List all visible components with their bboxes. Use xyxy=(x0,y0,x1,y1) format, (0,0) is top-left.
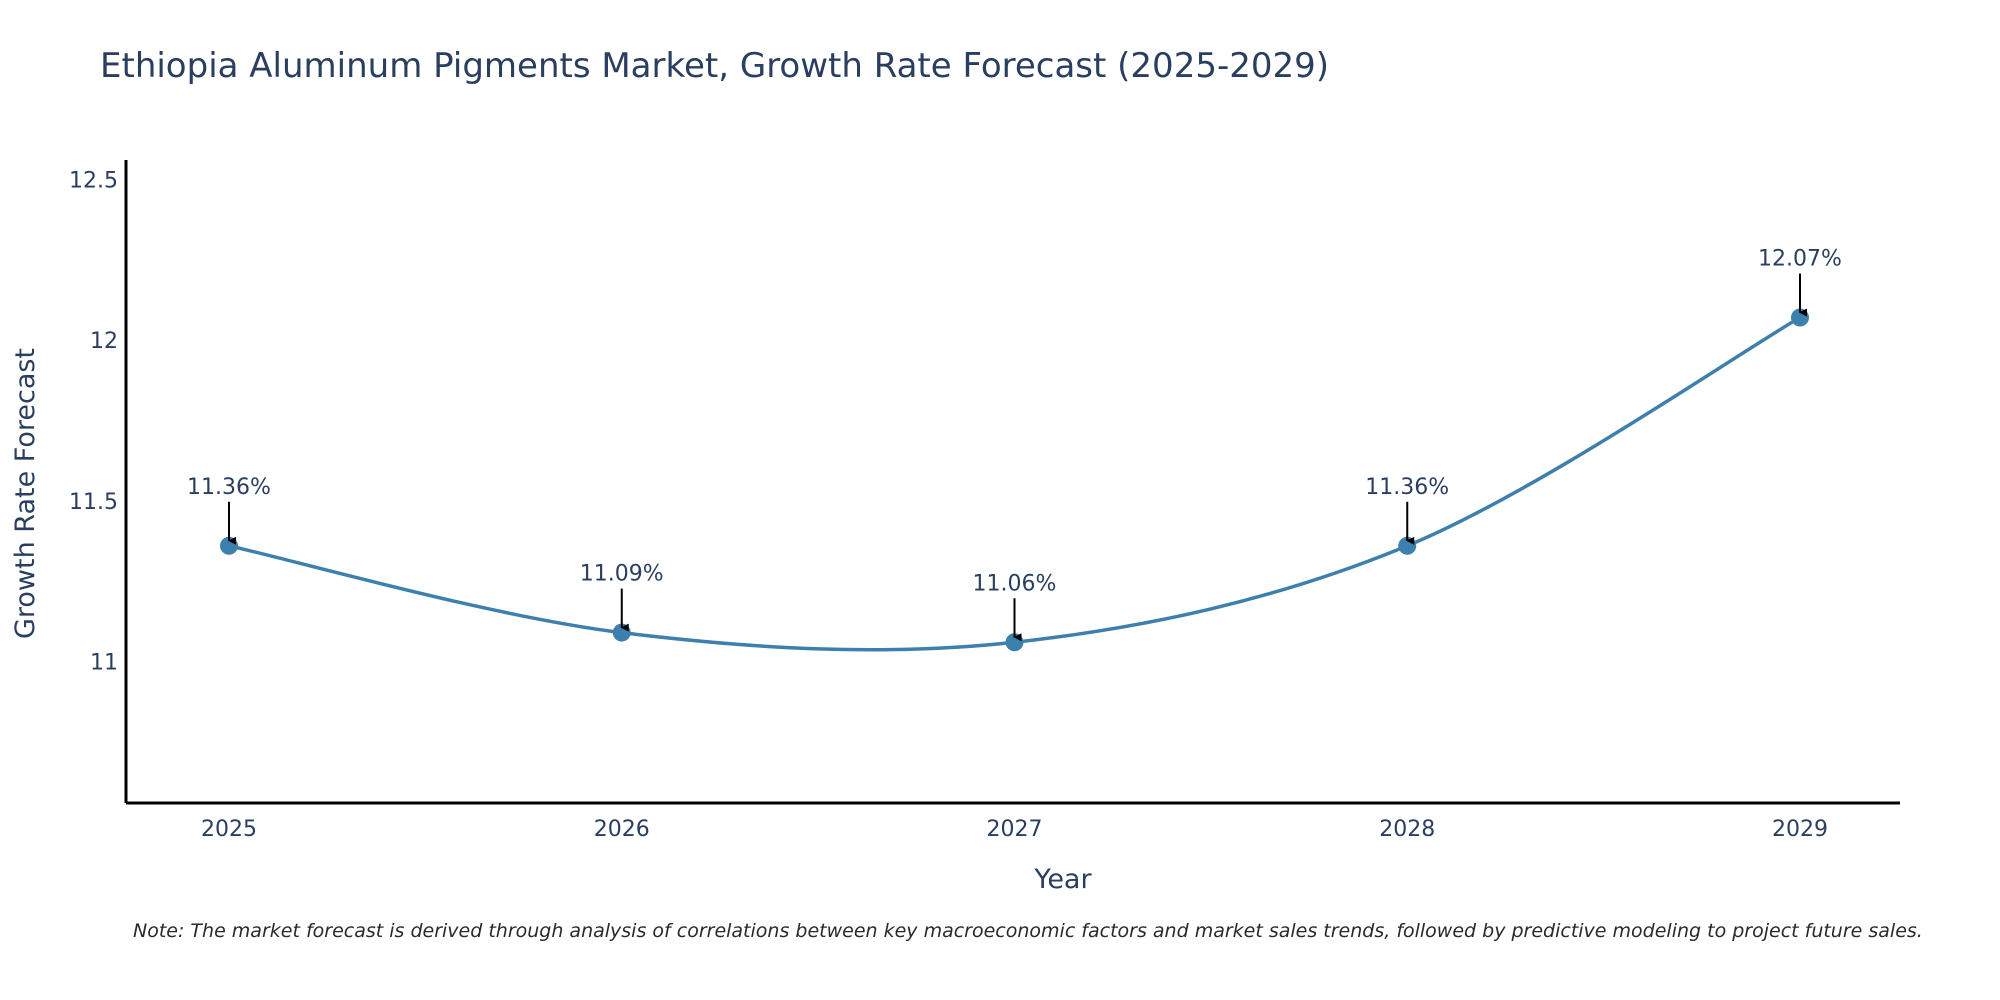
x-axis-title: Year xyxy=(1033,864,1092,895)
y-axis-title: Growth Rate Forecast xyxy=(10,348,41,639)
data-label: 12.07% xyxy=(1758,247,1842,272)
x-tick-label: 2029 xyxy=(1772,817,1828,842)
y-tick-label: 11.5 xyxy=(69,490,118,515)
x-tick-label: 2027 xyxy=(987,817,1043,842)
data-label: 11.06% xyxy=(973,571,1057,596)
x-tick-label: 2025 xyxy=(201,817,257,842)
chart-title: Ethiopia Aluminum Pigments Market, Growt… xyxy=(100,46,1330,86)
x-tick-label: 2026 xyxy=(594,817,650,842)
x-tick-label: 2028 xyxy=(1379,817,1435,842)
y-tick-label: 12.5 xyxy=(69,168,118,193)
data-label: 11.36% xyxy=(1365,475,1449,500)
data-label: 11.09% xyxy=(580,562,664,587)
footnote: Note: The market forecast is derived thr… xyxy=(133,920,1923,942)
y-tick-label: 11 xyxy=(90,651,118,676)
data-label: 11.36% xyxy=(187,475,271,500)
y-tick-label: 12 xyxy=(90,329,118,354)
